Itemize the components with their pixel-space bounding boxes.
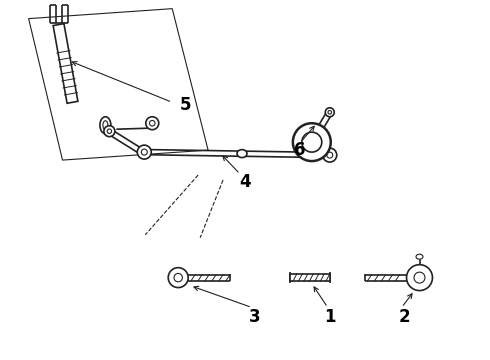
- Circle shape: [137, 145, 151, 159]
- Circle shape: [107, 129, 112, 134]
- Text: 6: 6: [294, 141, 306, 159]
- Circle shape: [174, 274, 182, 282]
- Circle shape: [407, 265, 433, 291]
- Circle shape: [104, 126, 115, 137]
- Circle shape: [327, 152, 333, 158]
- Circle shape: [414, 272, 425, 283]
- Bar: [290, 274, 330, 282]
- Circle shape: [325, 108, 334, 117]
- Polygon shape: [53, 24, 78, 103]
- Circle shape: [302, 132, 322, 152]
- Text: 2: 2: [399, 309, 410, 327]
- Circle shape: [293, 123, 331, 161]
- Text: 3: 3: [249, 309, 261, 327]
- Ellipse shape: [237, 150, 247, 158]
- Circle shape: [328, 111, 332, 114]
- Text: 4: 4: [239, 173, 251, 191]
- Text: 1: 1: [324, 309, 336, 327]
- Ellipse shape: [100, 117, 111, 134]
- Circle shape: [146, 117, 159, 130]
- Circle shape: [168, 268, 188, 288]
- Text: 5: 5: [179, 96, 191, 114]
- Circle shape: [149, 121, 155, 126]
- Circle shape: [323, 148, 337, 162]
- Circle shape: [141, 149, 147, 155]
- Ellipse shape: [416, 254, 423, 259]
- Ellipse shape: [103, 121, 108, 130]
